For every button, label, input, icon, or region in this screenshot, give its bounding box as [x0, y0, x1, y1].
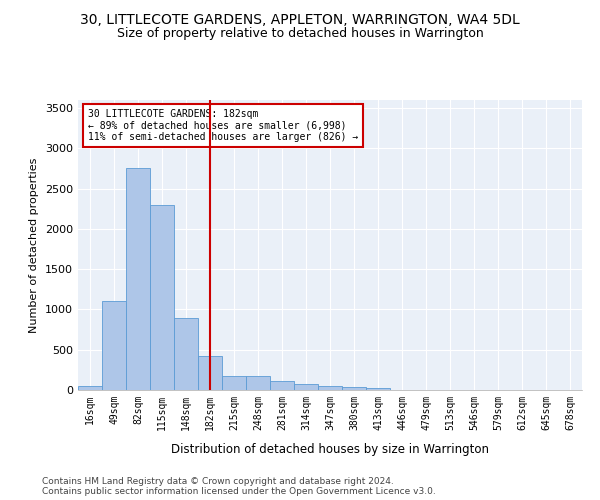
Text: 30, LITTLECOTE GARDENS, APPLETON, WARRINGTON, WA4 5DL: 30, LITTLECOTE GARDENS, APPLETON, WARRIN…	[80, 12, 520, 26]
Y-axis label: Number of detached properties: Number of detached properties	[29, 158, 40, 332]
Text: Distribution of detached houses by size in Warrington: Distribution of detached houses by size …	[171, 442, 489, 456]
Bar	[246, 376, 270, 390]
Text: Contains HM Land Registry data © Crown copyright and database right 2024.: Contains HM Land Registry data © Crown c…	[42, 478, 394, 486]
Bar	[342, 387, 366, 390]
Text: 30 LITTLECOTE GARDENS: 182sqm
← 89% of detached houses are smaller (6,998)
11% o: 30 LITTLECOTE GARDENS: 182sqm ← 89% of d…	[88, 108, 358, 142]
Bar	[198, 356, 222, 390]
Text: Size of property relative to detached houses in Warrington: Size of property relative to detached ho…	[116, 28, 484, 40]
Bar	[294, 384, 318, 390]
Bar	[102, 302, 126, 390]
Bar	[174, 318, 198, 390]
Bar	[150, 204, 174, 390]
Bar	[126, 168, 150, 390]
Bar	[78, 386, 102, 390]
Bar	[222, 376, 246, 390]
Text: Contains public sector information licensed under the Open Government Licence v3: Contains public sector information licen…	[42, 488, 436, 496]
Bar	[366, 388, 390, 390]
Bar	[270, 381, 294, 390]
Bar	[318, 386, 342, 390]
